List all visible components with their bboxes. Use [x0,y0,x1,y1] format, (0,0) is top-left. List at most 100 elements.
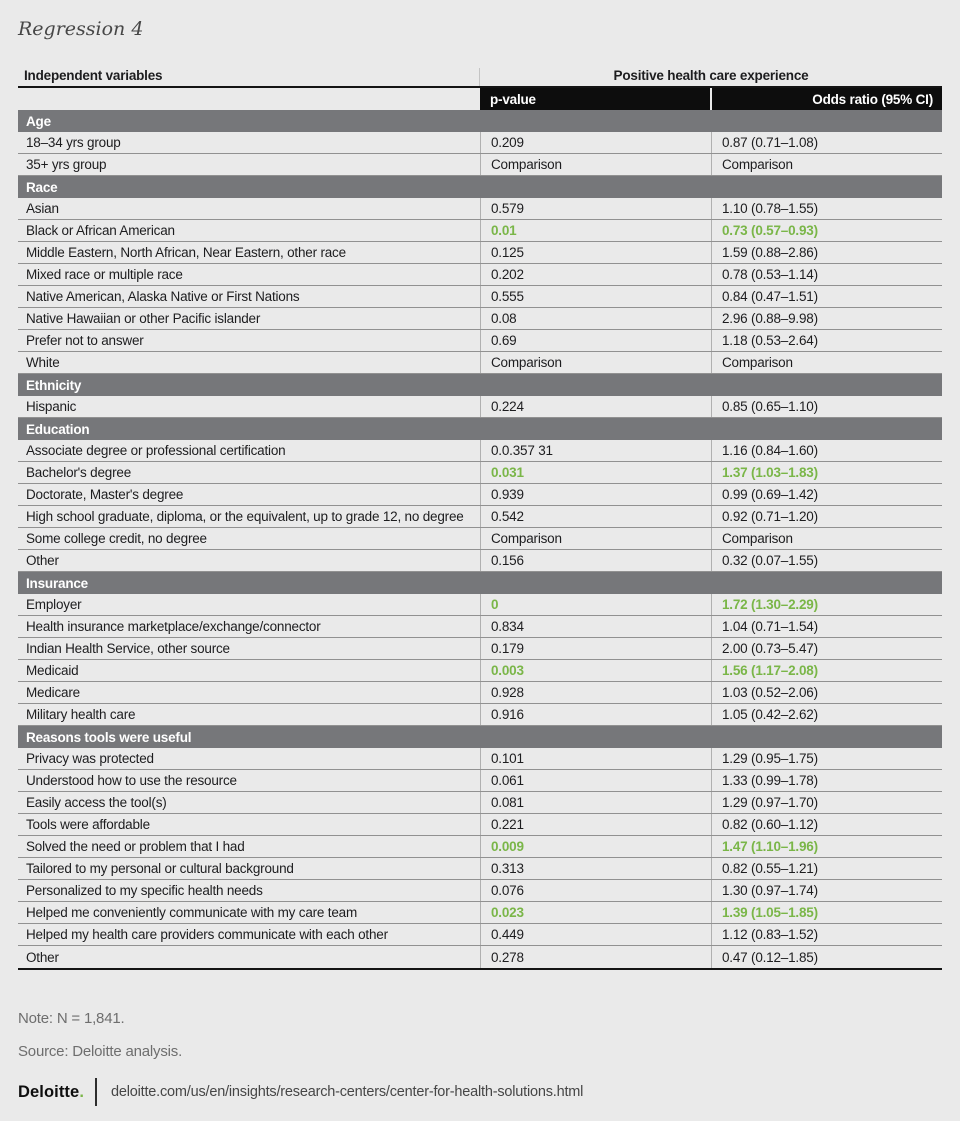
p-value-cell: Comparison [480,154,711,175]
table-row: Medicaid 0.003 1.56 (1.17–2.08) [18,660,942,682]
row-label: Black or African American [26,223,175,238]
footer-url: deloitte.com/us/en/insights/research-cen… [111,1084,584,1100]
p-value-cell: 0.542 [480,506,711,527]
odds-ratio-cell: 0.92 (0.71–1.20) [711,506,942,527]
p-value-cell: 0.08 [480,308,711,329]
row-label: Health insurance marketplace/exchange/co… [26,619,321,634]
p-value-cell: 0.221 [480,814,711,835]
odds-ratio-cell: 1.10 (0.78–1.55) [711,198,942,219]
odds-ratio-cell: Comparison [711,154,942,175]
odds-ratio-cell: 0.84 (0.47–1.51) [711,286,942,307]
odds-ratio-cell: 1.56 (1.17–2.08) [711,660,942,681]
table-row: Tools were affordable 0.221 0.82 (0.60–1.1… [18,814,942,836]
p-value-cell: 0.224 [480,396,711,417]
row-label: Employer [26,597,82,612]
p-value-cell: 0.278 [480,946,711,968]
row-label: Some college credit, no degree [26,531,207,546]
p-value-cell: 0.939 [480,484,711,505]
p-value-cell: 0.69 [480,330,711,351]
table-row: Mixed race or multiple race 0.202 0.78 (0.… [18,264,942,286]
p-value-cell: 0.076 [480,880,711,901]
odds-ratio-cell: 0.87 (0.71–1.08) [711,132,942,153]
odds-ratio-cell: Comparison [711,528,942,549]
p-value-cell: 0.01 [480,220,711,241]
p-value-cell: 0.081 [480,792,711,813]
table-row: Medicare 0.928 1.03 (0.52–2.06) [18,682,942,704]
row-label: Solved the need or problem that I had [26,839,245,854]
table-row: Employer 0 1.72 (1.30–2.29) [18,594,942,616]
p-value-cell: 0.579 [480,198,711,219]
odds-ratio-cell: 0.82 (0.55–1.21) [711,858,942,879]
p-value-cell: 0.023 [480,902,711,923]
odds-ratio-cell: 1.30 (0.97–1.74) [711,880,942,901]
row-label: Tailored to my personal or cultural back… [26,861,294,876]
row-label: Prefer not to answer [26,333,144,348]
row-label: Medicaid [26,663,79,678]
odds-ratio-cell: 0.32 (0.07–1.55) [711,550,942,571]
odds-ratio-cell: 0.99 (0.69–1.42) [711,484,942,505]
odds-ratio-column-header: Odds ratio (95% CI) [712,88,942,110]
section-header-row: Reasons tools were useful [18,726,942,748]
row-label: Indian Health Service, other source [26,641,230,656]
odds-ratio-cell: 1.29 (0.97–1.70) [711,792,942,813]
p-value-cell: 0.834 [480,616,711,637]
row-label: White [26,355,60,370]
table-row: Doctorate, Master's degree 0.939 0.99 (0.6… [18,484,942,506]
table-row: Other 0.156 0.32 (0.07–1.55) [18,550,942,572]
section-header-row: Education [18,418,942,440]
row-label: Other [26,949,59,965]
table-row: Tailored to my personal or cultural back… [18,858,942,880]
row-label: Other [26,553,59,568]
row-label: Bachelor's degree [26,465,131,480]
subheader-spacer [18,88,480,110]
odds-ratio-cell: 1.03 (0.52–2.06) [711,682,942,703]
odds-ratio-cell: 1.72 (1.30–2.29) [711,594,942,615]
odds-ratio-cell: 1.16 (0.84–1.60) [711,440,942,461]
table-row: Helped me conveniently communicate with … [18,902,942,924]
odds-ratio-cell: 2.00 (0.73–5.47) [711,638,942,659]
row-label: Doctorate, Master's degree [26,487,184,502]
odds-ratio-cell: 1.59 (0.88–2.86) [711,242,942,263]
table-row: Indian Health Service, other source 0.179… [18,638,942,660]
odds-ratio-cell: 1.18 (0.53–2.64) [711,330,942,351]
p-value-cell: 0.916 [480,704,711,725]
p-value-cell: Comparison [480,352,711,373]
source-text: Source: Deloitte analysis. [18,1043,183,1060]
row-label: High school graduate, diploma, or the eq… [26,509,464,524]
odds-ratio-cell: 1.12 (0.83–1.52) [711,924,942,945]
section-header-row: Age [18,110,942,132]
odds-ratio-cell: 1.04 (0.71–1.54) [711,616,942,637]
odds-ratio-cell: 0.78 (0.53–1.14) [711,264,942,285]
table-row: Health insurance marketplace/exchange/co… [18,616,942,638]
section-header-row: Insurance [18,572,942,594]
footer: Deloitte. deloitte.com/us/en/insights/re… [18,1078,942,1106]
odds-ratio-cell: 2.96 (0.88–9.98) [711,308,942,329]
p-value-cell: 0.928 [480,682,711,703]
row-label: Middle Eastern, North African, Near East… [26,245,346,260]
table-row: Native Hawaiian or other Pacific islande… [18,308,942,330]
p-value-cell: 0.156 [480,550,711,571]
table-row: Helped my health care providers communic… [18,924,942,946]
table-row: Military health care 0.916 1.05 (0.42–2.62… [18,704,942,726]
p-value-cell: 0.101 [480,748,711,769]
independent-variables-header: Independent variables [18,68,480,86]
table-row: Asian 0.579 1.10 (0.78–1.55) [18,198,942,220]
table-row: Privacy was protected 0.101 1.29 (0.95–1.7… [18,748,942,770]
note-text: Note: N = 1,841. [18,1010,125,1027]
deloitte-logo: Deloitte. [18,1083,84,1102]
table-row: Some college credit, no degree Comparison… [18,528,942,550]
p-value-cell: Comparison [480,528,711,549]
table-row: Hispanic 0.224 0.85 (0.65–1.10) [18,396,942,418]
p-value-cell: 0.009 [480,836,711,857]
odds-ratio-cell: Comparison [711,352,942,373]
p-value-cell: 0.0.357 31 [480,440,711,461]
p-value-column-header: p-value [480,88,710,110]
table-row: High school graduate, diploma, or the eq… [18,506,942,528]
table-row: 18–34 yrs group 0.209 0.87 (0.71–1.08) [18,132,942,154]
deloitte-logo-text: Deloitte [18,1082,80,1101]
p-value-cell: 0.555 [480,286,711,307]
table-row: Bachelor's degree 0.031 1.37 (1.03–1.83) [18,462,942,484]
row-label: Native American, Alaska Native or First … [26,289,300,304]
notes-block: Note: N = 1,841. Source: Deloitte analys… [18,1010,942,1060]
table-subheader-row: p-value Odds ratio (95% CI) [18,88,942,110]
